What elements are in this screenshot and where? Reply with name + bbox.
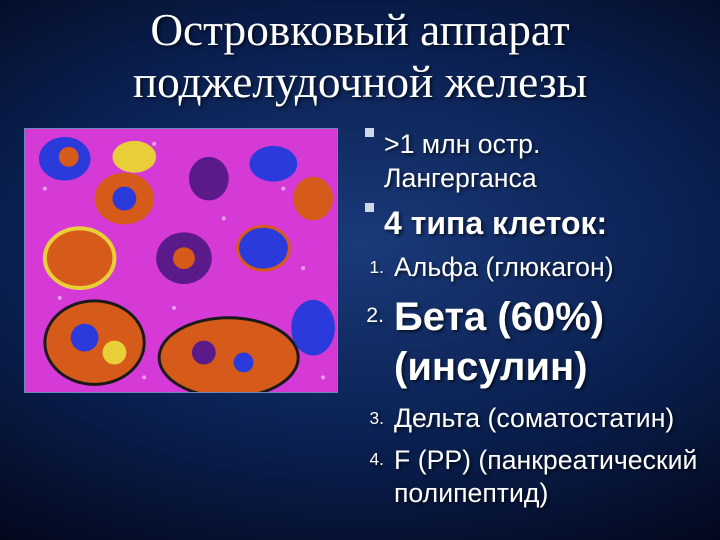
numbered-item: 4. F (PP) (панкреатический полипептид) — [356, 444, 700, 511]
bullet-item: >1 млн остр. Лангерганса — [356, 128, 700, 195]
numbered-text: Дельта (соматостатин) — [394, 402, 700, 435]
beta-line2: (инсулин) — [394, 345, 588, 389]
micrograph-svg — [25, 129, 337, 392]
numbered-text: Альфа (глюкагон) — [394, 251, 700, 284]
beta-line1: Бета (60%) — [394, 295, 604, 339]
list-number: 4. — [356, 444, 394, 471]
square-bullet-icon — [356, 128, 384, 137]
square-bullet-icon — [356, 203, 384, 212]
numbered-item: 3. Дельта (соматостатин) — [356, 402, 700, 435]
bullet-text: >1 млн остр. Лангерганса — [384, 128, 700, 195]
numbered-item: 1. Альфа (глюкагон) — [356, 251, 700, 284]
micrograph-image — [24, 128, 338, 393]
numbered-item: 2. Бета (60%) (инсулин) — [356, 292, 700, 392]
list-number: 2. — [356, 292, 394, 328]
list-number: 1. — [356, 251, 394, 278]
content-row: >1 млн остр. Лангерганса 4 типа клеток: … — [0, 110, 720, 518]
list-number: 3. — [356, 402, 394, 429]
bullet-item: 4 типа клеток: — [356, 203, 700, 243]
numbered-text-emphasis: Бета (60%) (инсулин) — [394, 292, 700, 392]
text-list: >1 млн остр. Лангерганса 4 типа клеток: … — [338, 128, 700, 518]
bullet-text: 4 типа клеток: — [384, 203, 700, 243]
numbered-text: F (PP) (панкреатический полипептид) — [394, 444, 700, 511]
slide-title: Островковый аппарат поджелудочной железы — [0, 0, 720, 110]
